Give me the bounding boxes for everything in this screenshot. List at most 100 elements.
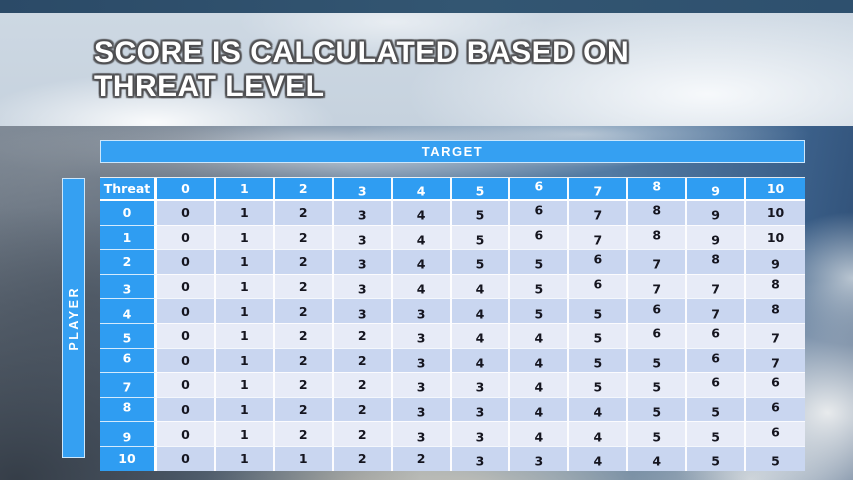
player-row-header: 3 — [100, 273, 157, 299]
score-cell: 3 — [333, 298, 393, 323]
target-col-header: 10 — [746, 178, 805, 201]
score-cell: 3 — [392, 421, 452, 446]
player-row-header: 0 — [100, 201, 157, 225]
score-cell: 4 — [451, 298, 511, 323]
score-cell: 0 — [157, 322, 216, 348]
score-cell: 1 — [215, 273, 275, 299]
score-cell: 4 — [569, 421, 629, 446]
score-cell: 4 — [392, 273, 452, 299]
player-row-header: 2 — [100, 249, 157, 274]
player-row-header: 7 — [100, 372, 157, 397]
target-col-header: 2 — [274, 178, 334, 201]
score-cell: 7 — [569, 201, 629, 225]
score-cell: 1 — [215, 224, 275, 250]
score-cell: 8 — [746, 273, 805, 299]
score-cell: 4 — [392, 249, 452, 274]
score-cell: 4 — [451, 347, 511, 373]
score-cell: 10 — [746, 201, 805, 225]
score-cell: 3 — [333, 224, 393, 250]
score-cell: 4 — [569, 445, 629, 471]
score-cell: 4 — [628, 445, 688, 471]
score-cell: 5 — [510, 249, 570, 274]
score-cell: 2 — [333, 445, 393, 471]
score-cell: 10 — [746, 224, 805, 250]
table-header: Threat 0 1 2 3 4 5 6 7 8 9 10 — [100, 178, 805, 201]
player-row-header: 5 — [100, 322, 157, 348]
score-cell: 2 — [333, 347, 393, 373]
score-cell: 6 — [628, 322, 688, 348]
score-cell: 6 — [687, 322, 747, 348]
score-cell: 3 — [333, 201, 393, 225]
score-cell: 3 — [451, 396, 511, 422]
score-cell: 6 — [510, 201, 570, 225]
score-cell: 4 — [510, 347, 570, 373]
score-cell: 6 — [628, 298, 688, 323]
threat-corner-label: Threat — [100, 178, 157, 201]
score-row: 1 0 1 2 3 4 5 6 7 8 9 10 — [100, 224, 805, 250]
score-cell: 9 — [687, 224, 747, 250]
score-cell: 5 — [569, 347, 629, 373]
table-body: 0 0 1 2 3 4 5 6 7 8 9 10 1 0 1 2 3 4 5 6 7 8 9 10 2 0 1 2 3 4 5 5 6 7 8 9 3 0… — [100, 201, 805, 471]
score-cell: 3 — [392, 322, 452, 348]
score-cell: 2 — [274, 224, 334, 250]
target-col-header: 3 — [333, 178, 393, 201]
score-cell: 2 — [274, 273, 334, 299]
score-cell: 5 — [687, 445, 747, 471]
target-col-header: 7 — [569, 178, 629, 201]
score-cell: 0 — [157, 372, 216, 397]
title-band — [0, 13, 853, 126]
player-row-header: 6 — [100, 347, 157, 373]
score-cell: 7 — [628, 249, 688, 274]
target-col-header: 9 — [687, 178, 747, 201]
score-cell: 3 — [392, 372, 452, 397]
player-row-header: 4 — [100, 298, 157, 323]
score-cell: 1 — [215, 201, 275, 225]
score-cell: 0 — [157, 298, 216, 323]
score-cell: 6 — [746, 421, 805, 446]
score-cell: 2 — [274, 298, 334, 323]
score-cell: 5 — [628, 421, 688, 446]
score-cell: 2 — [333, 372, 393, 397]
score-cell: 2 — [333, 322, 393, 348]
score-cell: 2 — [274, 322, 334, 348]
slide-title: SCORE IS CALCULATED BASED ON THREAT LEVE… — [94, 36, 629, 104]
player-row-header: 1 — [100, 224, 157, 250]
score-cell: 9 — [746, 249, 805, 274]
score-cell: 6 — [510, 224, 570, 250]
score-row: 0 0 1 2 3 4 5 6 7 8 9 10 — [100, 201, 805, 225]
score-cell: 5 — [628, 372, 688, 397]
score-cell: 1 — [274, 445, 334, 471]
score-cell: 3 — [510, 445, 570, 471]
score-cell: 4 — [569, 396, 629, 422]
score-cell: 4 — [510, 322, 570, 348]
player-axis-banner: PLAYER — [62, 178, 85, 458]
slide-title-line2: THREAT LEVEL — [94, 70, 325, 103]
score-cell: 0 — [157, 273, 216, 299]
top-accent-bar — [0, 0, 853, 13]
score-cell: 5 — [510, 273, 570, 299]
score-cell: 4 — [451, 273, 511, 299]
score-cell: 0 — [157, 347, 216, 373]
score-cell: 5 — [569, 322, 629, 348]
score-cell: 0 — [157, 396, 216, 422]
table-header-row: Threat 0 1 2 3 4 5 6 7 8 9 10 — [100, 178, 805, 201]
score-cell: 0 — [157, 445, 216, 471]
score-cell: 4 — [392, 201, 452, 225]
score-cell: 1 — [215, 445, 275, 471]
score-cell: 3 — [392, 298, 452, 323]
score-cell: 5 — [451, 201, 511, 225]
target-col-header: 1 — [215, 178, 275, 201]
score-cell: 2 — [274, 201, 334, 225]
target-axis-banner: TARGET — [100, 140, 805, 163]
score-cell: 3 — [333, 273, 393, 299]
score-cell: 8 — [746, 298, 805, 323]
player-row-header: 8 — [100, 396, 157, 422]
score-cell: 7 — [687, 273, 747, 299]
score-cell: 4 — [451, 322, 511, 348]
score-cell: 8 — [687, 249, 747, 274]
